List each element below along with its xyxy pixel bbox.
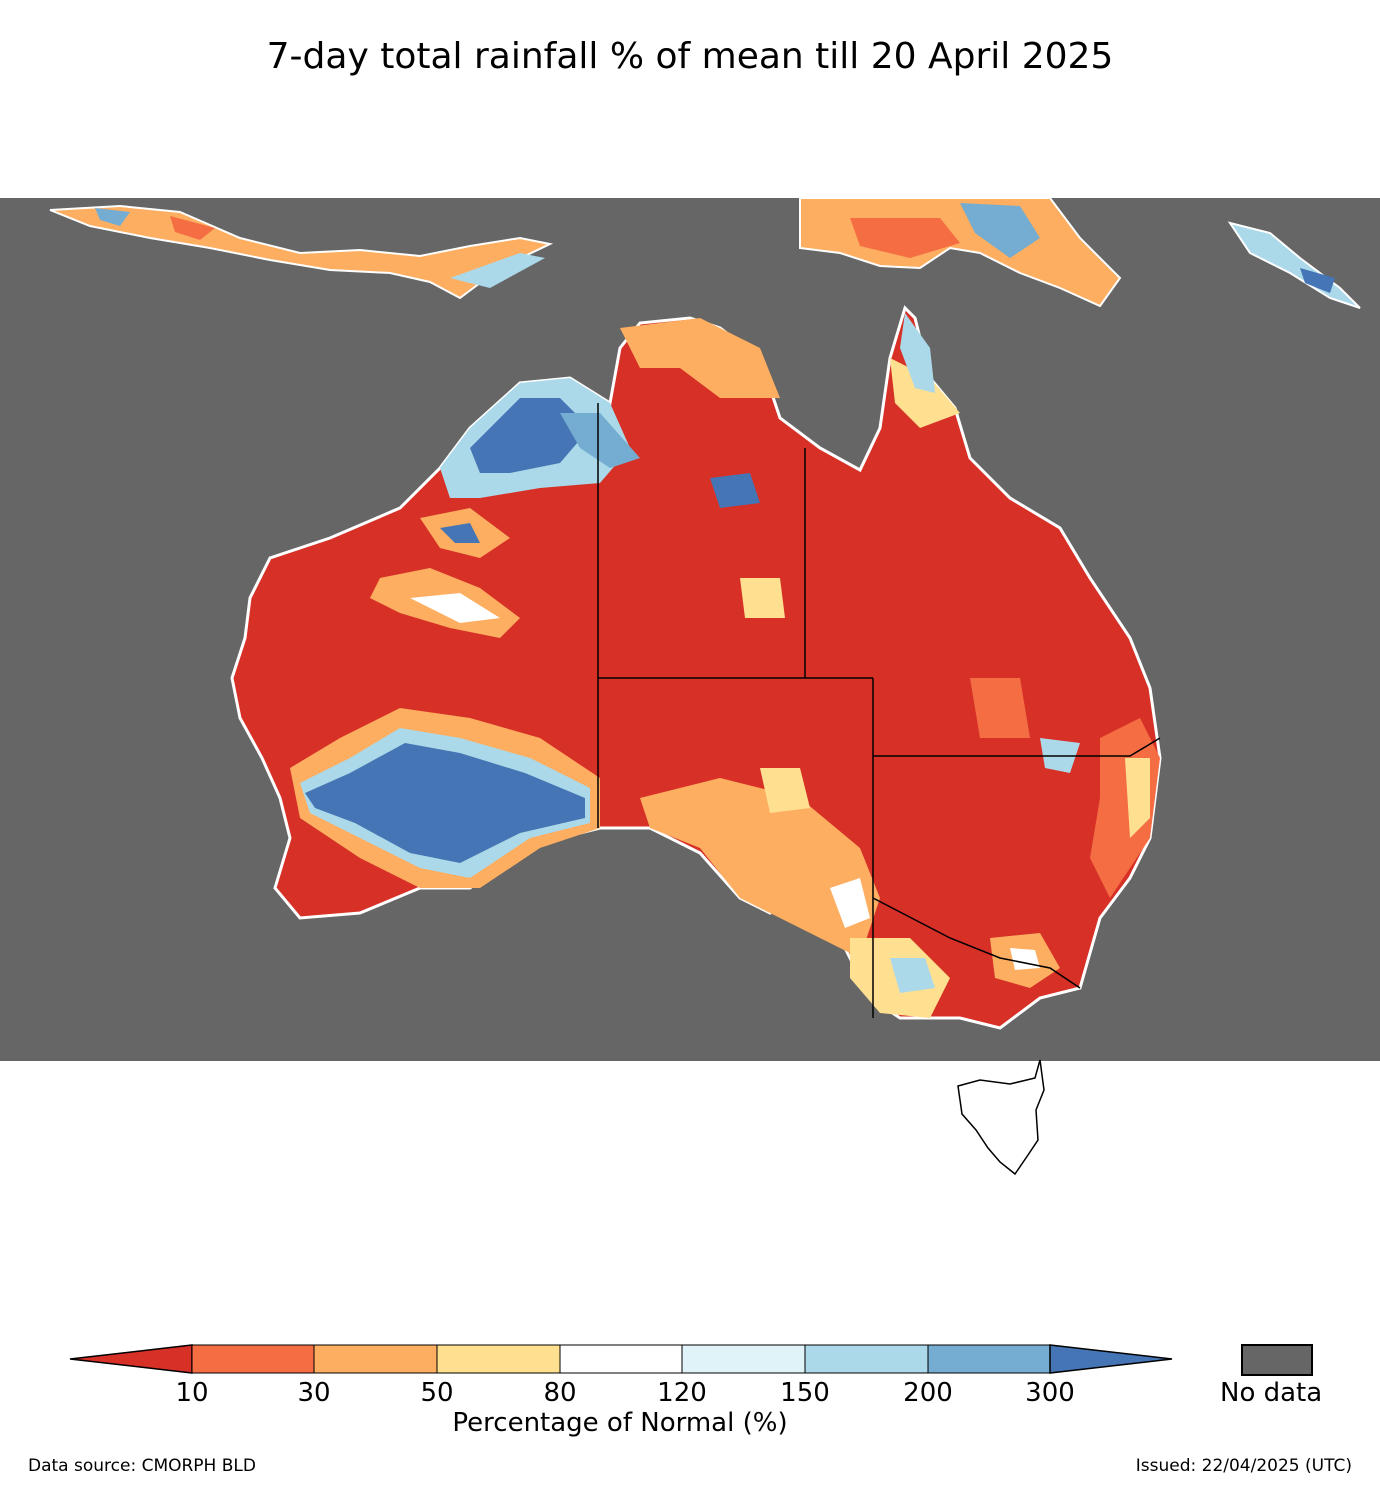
rainfall-map <box>0 198 1380 1061</box>
southwest-wet-region <box>305 743 585 863</box>
colorbar-tick: 200 <box>903 1378 953 1408</box>
data-source: Data source: CMORPH BLD <box>28 1456 256 1476</box>
state-borders <box>597 403 1161 1018</box>
colorbar-segment-50-80 <box>436 1344 561 1374</box>
colorbar-tick: 30 <box>297 1378 331 1408</box>
top-end-moderate-zone <box>620 318 780 398</box>
indonesia-dry-patch <box>170 216 215 240</box>
colorbar-segment-200-300 <box>927 1344 1051 1374</box>
colorbar-caption: Percentage of Normal (%) <box>452 1408 788 1438</box>
cape-york-zone <box>890 358 960 428</box>
colorbar-segment-10-30 <box>191 1344 315 1374</box>
sa-normal-patch <box>830 878 870 928</box>
colorbar-segment-lt10 <box>69 1344 193 1374</box>
colorbar-segment-120-150 <box>681 1344 806 1374</box>
colorbar-segment-80-120 <box>559 1344 683 1374</box>
solomon-wet-patch <box>1300 268 1335 293</box>
new-guinea-wet-patch <box>960 203 1040 258</box>
nt-wet-patch <box>710 473 760 508</box>
qld-interior-patch <box>970 678 1030 738</box>
colorbar-tick: 10 <box>175 1378 209 1408</box>
colorbar-tick: 80 <box>543 1378 577 1408</box>
nsw-coast-patch <box>1125 758 1150 838</box>
pilbara-normal-patch <box>410 593 500 623</box>
no-data-swatch <box>1241 1344 1313 1376</box>
colorbar-tick: 50 <box>420 1378 454 1408</box>
colorbar <box>69 1344 1173 1374</box>
new-guinea-dry-patch <box>850 218 960 258</box>
no-data-label: No data <box>1220 1378 1323 1408</box>
south-australia-moderate-band <box>640 778 880 958</box>
colorbar-tick: 150 <box>780 1378 830 1408</box>
issued-date: Issued: 22/04/2025 (UTC) <box>1135 1456 1352 1476</box>
colorbar-tick: 120 <box>657 1378 707 1408</box>
colorbar-segment-150-200 <box>804 1344 929 1374</box>
kimberley-wet-region <box>470 398 590 473</box>
western-victoria-wet-patch <box>890 958 935 993</box>
timor-wet-patch <box>450 253 545 288</box>
map-title: 7-day total rainfall % of mean till 20 A… <box>266 36 1114 77</box>
map-svg <box>0 198 1380 1061</box>
cape-york-wet-patch <box>900 313 935 393</box>
colorbar-tick: 300 <box>1025 1378 1075 1408</box>
colorbar-segment-30-50 <box>313 1344 438 1374</box>
kimberley-wet-east <box>560 413 640 468</box>
indonesia-wet-patch <box>95 208 130 226</box>
tasmania-outline <box>957 1059 1045 1176</box>
kimberley-south-wet-patch <box>440 523 480 543</box>
sa-interior-patch <box>760 768 810 813</box>
colorbar-segment-gt300 <box>1049 1344 1173 1374</box>
nt-interior-patch <box>740 578 785 618</box>
